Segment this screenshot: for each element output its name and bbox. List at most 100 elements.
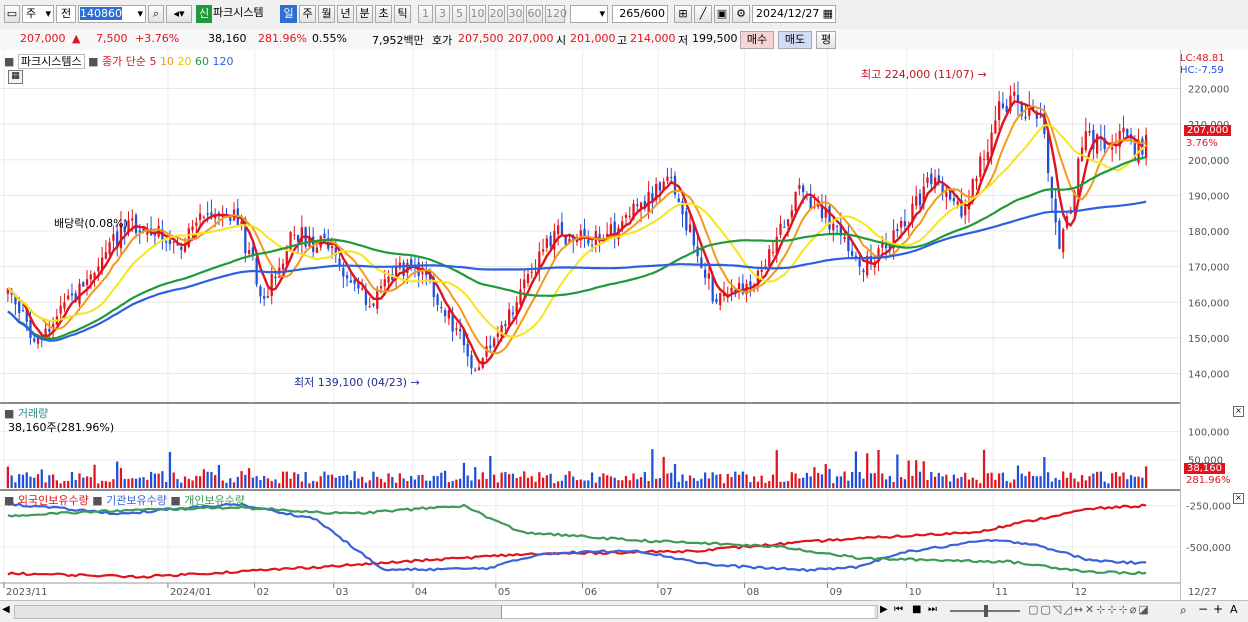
legend-stock-name[interactable]: 파크시스템스 [17,54,85,69]
interval-button-10[interactable]: 10 [469,5,486,23]
volume-bar [191,480,194,488]
candle-body [568,238,571,244]
volume-bar [394,482,398,488]
volume-bar [594,482,597,488]
window-menu-icon[interactable]: ▭ [4,5,20,23]
fast-forward-icon[interactable]: ⏭ [928,604,937,615]
volume-bar [289,478,292,488]
candle-body [455,328,458,330]
candle-body [918,193,922,206]
zoom-icon[interactable]: ⌕ [1180,603,1187,617]
period-tab-3[interactable]: 년 [337,5,354,23]
period-tab-4[interactable]: 분 [356,5,373,23]
candle-body [345,275,349,279]
rewind-icon[interactable]: ⏮ [894,604,903,615]
sell-button[interactable]: 매도 [778,31,812,49]
scrollbar-thumb[interactable] [501,606,874,618]
calculator-icon[interactable]: ▦ [8,70,23,84]
high-annotation: 최고 224,000 (11/07) → [861,66,987,82]
draw-tool-icon[interactable]: ╱ [694,5,712,23]
volume-bar [560,480,564,488]
mode-select[interactable]: 주 ▾ [22,5,54,23]
candle-body [180,246,183,250]
candle-body [888,245,891,249]
close-icon[interactable]: × [1233,493,1244,504]
drawing-tools-icon[interactable]: ▢▢◹◿↔✕⊹⊹⊹⌀◪ [1028,603,1151,616]
candle-body [142,228,145,231]
candle-body [945,192,948,198]
panel-divider[interactable] [0,489,1180,491]
volume-bar [726,473,729,488]
interval-button-120[interactable]: 120 [545,5,567,23]
interval-button-30[interactable]: 30 [507,5,524,23]
legend-foreign[interactable]: 외국인보유수량 [17,494,89,507]
speaker-icon[interactable]: ◂▾ [166,5,192,23]
candle-body [1043,113,1046,134]
date-field[interactable]: 2024/12/27 ▦ [752,5,836,23]
period-tab-2[interactable]: 월 [318,5,335,23]
volume-bar [195,475,198,488]
volume-bar [590,472,594,488]
volume-bar [1005,480,1008,488]
volume-bar [168,451,172,488]
horizontal-scrollbar[interactable] [14,605,878,619]
x-tick-label: 03 [336,587,349,598]
interval-custom-select[interactable]: ▾ [570,5,608,23]
interval-button-60[interactable]: 60 [526,5,543,23]
legend-ma-label[interactable]: 종가 단순 [102,55,147,68]
volume-bar [1129,475,1133,488]
candle-body [244,218,247,254]
period-tab-5[interactable]: 초 [375,5,392,23]
volume-bar [108,481,111,488]
candle-body [474,369,477,371]
chart-type-icon[interactable]: ⊞ [674,5,692,23]
volume-bar [85,476,89,488]
stock-chart[interactable]: 140,000 150,000 160,000 170,000 180,000 190,0… [0,50,1248,600]
interval-button-20[interactable]: 20 [488,5,505,23]
holding-lines [7,502,1147,579]
scroll-left-icon[interactable]: ◀ [2,604,10,615]
candle-body [692,222,695,246]
interval-button-5[interactable]: 5 [452,5,467,23]
volume-bar [149,471,153,488]
volume-bar [798,478,801,488]
panel-divider[interactable] [0,402,1180,404]
scroll-right-icon[interactable]: ▶ [880,604,888,615]
volume-title[interactable]: 거래량 [17,407,49,420]
stop-icon[interactable]: ■ [912,604,922,615]
candle-body [1126,128,1129,138]
interval-button-3[interactable]: 3 [435,5,450,23]
search-icon[interactable]: ⌕ [148,5,164,23]
gear-icon[interactable]: ⚙ [732,5,750,23]
legend-marker: ■ [4,55,15,68]
volume-bar [662,456,665,488]
candle-body [6,288,10,294]
candle-body [1016,94,1020,102]
period-tab-0[interactable]: 일 [280,5,297,23]
legend-individual[interactable]: 개인보유수량 [184,494,246,507]
volume-bar [790,472,793,488]
prev-button[interactable]: 전 [56,5,76,23]
period-tab-6[interactable]: 틱 [394,5,411,23]
stock-code-input[interactable]: 140860 ▾ [78,5,146,23]
candle-body [847,236,850,252]
count-field[interactable]: 265/600 [612,5,668,23]
volume-bar [432,475,435,488]
candle-body [183,243,187,252]
buy-button[interactable]: 매수 [740,31,774,49]
volume-bar [134,478,138,488]
eval-button[interactable]: 평 [816,31,836,49]
close-icon[interactable]: × [1233,406,1244,417]
candle-body [93,272,96,278]
period-tab-1[interactable]: 주 [299,5,316,23]
legend-institution[interactable]: 기관보유수량 [106,494,167,507]
plus-icon[interactable]: + [1213,602,1224,616]
volume-bar [771,474,775,488]
volume-bar [526,477,530,488]
interval-button-1[interactable]: 1 [418,5,433,23]
font-size-icon[interactable]: A [1230,603,1238,616]
candle-body [108,242,111,255]
save-icon[interactable]: ▣ [714,5,730,23]
zoom-slider-thumb[interactable] [984,605,988,617]
minus-icon[interactable]: − [1198,602,1209,616]
